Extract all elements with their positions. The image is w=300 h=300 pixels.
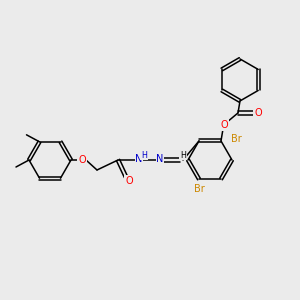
Text: Br: Br [194, 184, 204, 194]
Text: O: O [125, 176, 133, 186]
Text: H: H [180, 151, 186, 160]
Text: H: H [141, 151, 147, 160]
Text: Br: Br [231, 134, 242, 144]
Text: O: O [254, 108, 262, 118]
Text: N: N [135, 154, 143, 164]
Text: N: N [156, 154, 164, 164]
Text: O: O [78, 155, 86, 165]
Text: O: O [220, 120, 228, 130]
